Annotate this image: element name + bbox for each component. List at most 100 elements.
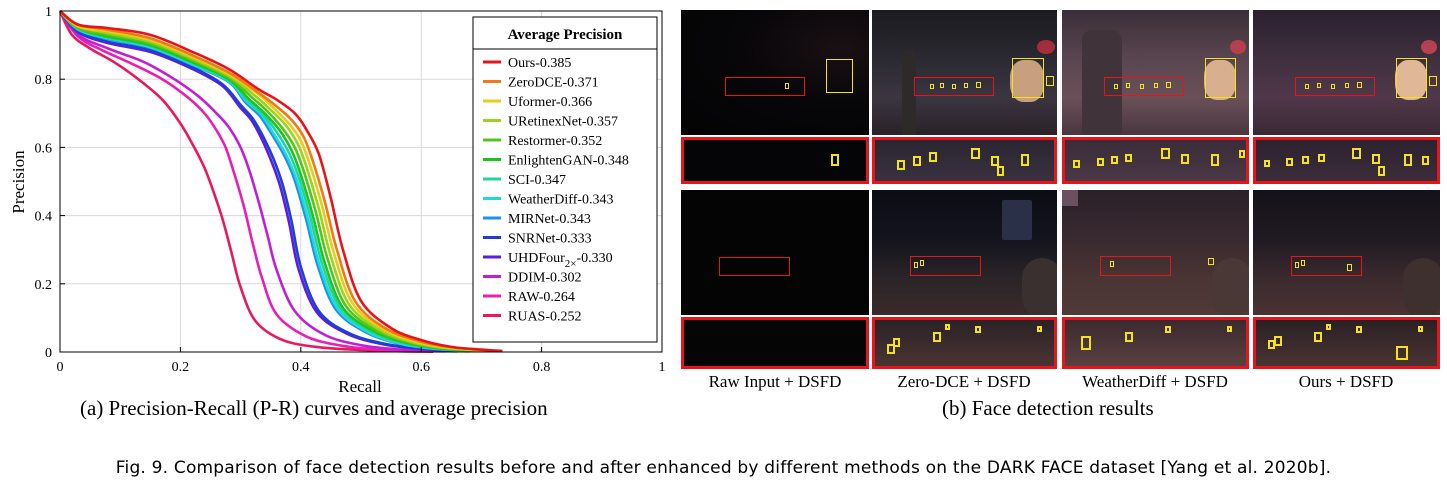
face-detection-box bbox=[920, 260, 924, 266]
face-detection-box bbox=[1345, 83, 1349, 88]
row1-weatherdiff-crop bbox=[1062, 137, 1249, 184]
y-tick-label: 0.8 bbox=[35, 73, 53, 88]
face-detection-box bbox=[945, 324, 950, 330]
face-detection-box bbox=[940, 83, 944, 88]
legend-box bbox=[472, 16, 658, 343]
row2-raw-crop bbox=[681, 317, 869, 369]
face-detection-box bbox=[1429, 76, 1437, 86]
face-detection-box bbox=[1378, 166, 1385, 176]
legend-entry-label: SCI-0.347 bbox=[508, 173, 566, 188]
legend-entry-label: ZeroDCE-0.371 bbox=[508, 76, 599, 91]
zoom-region-box bbox=[1291, 256, 1362, 276]
face-detection-box bbox=[929, 152, 937, 162]
zoom-region-box bbox=[725, 77, 805, 96]
legend-title: Average Precision bbox=[508, 27, 623, 43]
legend-entry-label: Ours-0.385 bbox=[508, 56, 571, 71]
column-label-ours: Ours + DSFD bbox=[1298, 372, 1394, 391]
face-detection-box bbox=[1111, 156, 1118, 164]
x-tick-label: 0.4 bbox=[292, 360, 310, 375]
face-detection-box bbox=[1126, 83, 1130, 88]
zoom-region-box bbox=[1104, 77, 1184, 96]
pr-curve-ruas bbox=[58, 10, 434, 353]
pr-curve-uformer bbox=[59, 10, 491, 353]
face-detection-box bbox=[1211, 154, 1219, 166]
panel-a-caption: (a) Precision-Recall (P-R) curves and av… bbox=[80, 396, 548, 420]
pr-curve-mirnet bbox=[59, 10, 476, 353]
face-detection-box bbox=[1286, 158, 1293, 166]
row2-raw-photo bbox=[681, 190, 869, 315]
legend-entry-label: SNRNet-0.333 bbox=[508, 232, 592, 247]
figure-caption: Fig. 9. Comparison of face detection res… bbox=[115, 458, 1332, 478]
chart-series bbox=[58, 9, 503, 353]
face-detection-box bbox=[971, 148, 980, 159]
legend-entry-label: UHDFour2×-0.330 bbox=[508, 251, 613, 270]
y-tick-label: 0.6 bbox=[35, 141, 53, 156]
face-detection-box bbox=[1396, 58, 1427, 98]
face-detection-box bbox=[1073, 160, 1080, 168]
row1-raw-photo bbox=[681, 10, 869, 135]
legend-entry-label: Restormer-0.352 bbox=[508, 134, 602, 149]
pr-curve-uretinexnet bbox=[59, 10, 488, 353]
y-axis-label: Precision bbox=[9, 150, 28, 214]
face-detection-box bbox=[1227, 326, 1232, 332]
face-detection-box bbox=[952, 84, 956, 89]
face-detection-box bbox=[1331, 84, 1335, 89]
face-detection-box bbox=[893, 338, 900, 347]
face-detection-box bbox=[964, 83, 968, 88]
face-detection-box bbox=[1317, 83, 1321, 88]
legend-entry-label: WeatherDiff-0.343 bbox=[508, 193, 614, 208]
chart-axes: 0 0.2 0.4 0.6 0.8 1 0 0.2 0.4 0.6 0.8 1 bbox=[35, 5, 666, 375]
face-detection-box bbox=[1396, 346, 1408, 360]
row2-weatherdiff-photo bbox=[1062, 190, 1249, 315]
face-detection-box bbox=[1314, 332, 1322, 342]
face-detection-box bbox=[1356, 326, 1362, 333]
face-detection-box bbox=[1326, 324, 1331, 330]
pr-curve-zerodce bbox=[59, 9, 494, 353]
y-tick-label: 0.2 bbox=[35, 278, 53, 293]
pr-curve-snrnet bbox=[58, 10, 470, 353]
column-label-weatherdiff: WeatherDiff + DSFD bbox=[1082, 372, 1228, 391]
legend-entry-label: RUAS-0.252 bbox=[508, 310, 582, 325]
face-detection-box bbox=[887, 344, 895, 354]
legend-entry-label: RAW-0.264 bbox=[508, 290, 575, 305]
face-detection-box bbox=[1140, 84, 1144, 89]
panel-b-caption: (b) Face detection results bbox=[942, 396, 1154, 420]
face-detection-box bbox=[1181, 154, 1189, 164]
face-detection-box bbox=[991, 156, 999, 166]
face-detection-box bbox=[785, 83, 789, 89]
face-detection-box bbox=[1274, 336, 1282, 346]
face-detection-box bbox=[1301, 260, 1305, 266]
face-detection-box bbox=[1295, 262, 1299, 268]
face-detection-box bbox=[1165, 326, 1171, 333]
face-detection-box bbox=[914, 262, 918, 268]
face-detection-box bbox=[930, 84, 934, 89]
pr-curve-ours bbox=[59, 9, 503, 353]
face-detection-box bbox=[1037, 326, 1042, 332]
row1-weatherdiff-photo bbox=[1062, 10, 1249, 135]
chart-legend: Average Precision Ours-0.385 ZeroDCE-0.37… bbox=[472, 16, 658, 343]
pr-curve-ddim bbox=[58, 10, 458, 353]
row1-ours-crop bbox=[1253, 137, 1440, 184]
face-detection-box bbox=[1239, 150, 1245, 158]
face-detection-box bbox=[1114, 84, 1118, 89]
face-detection-box bbox=[1046, 76, 1054, 86]
face-detection-box bbox=[1166, 82, 1171, 88]
face-detection-box bbox=[831, 154, 839, 166]
legend-items: Ours-0.385 ZeroDCE-0.371 Uformer-0.366 URet… bbox=[483, 56, 629, 325]
x-tick-label: 0.8 bbox=[533, 360, 551, 375]
column-label-raw: Raw Input + DSFD bbox=[708, 372, 842, 391]
face-detection-box bbox=[1205, 58, 1236, 98]
x-tick-label: 0.6 bbox=[412, 360, 430, 375]
face-detection-box bbox=[1418, 326, 1423, 332]
row1-zerodce-photo bbox=[872, 10, 1057, 135]
face-detection-box bbox=[1021, 154, 1029, 166]
y-tick-label: 1 bbox=[45, 5, 52, 20]
column-label-zerodce: Zero-DCE + DSFD bbox=[897, 372, 1031, 391]
face-detection-box bbox=[1264, 160, 1270, 167]
row2-weatherdiff-crop bbox=[1062, 317, 1249, 369]
face-detection-box bbox=[1110, 261, 1114, 267]
face-detection-box bbox=[913, 156, 921, 166]
y-tick-label: 0.4 bbox=[35, 210, 53, 225]
row2-zerodce-photo bbox=[872, 190, 1057, 315]
legend-entry-label: URetinexNet-0.357 bbox=[508, 115, 618, 130]
